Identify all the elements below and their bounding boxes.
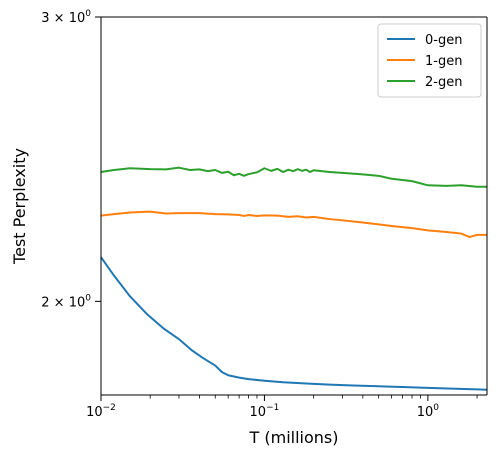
y-tick-label: 3 × 100 <box>41 9 91 26</box>
y-axis-title: Test Perplexity <box>10 148 29 265</box>
x-tick-label: 100 <box>417 403 440 420</box>
axes <box>100 16 488 396</box>
series-line-2-gen <box>100 166 487 188</box>
x-tick-label: 10−2 <box>86 403 116 420</box>
legend-box <box>377 23 482 98</box>
plot-lines <box>100 166 488 391</box>
legend-label-0-gen: 0-gen <box>425 33 462 48</box>
y-tick-label: 2 × 100 <box>41 293 91 310</box>
series-line-0-gen <box>100 256 488 391</box>
x-axis-title: T (millions) <box>249 428 339 447</box>
legend-label-2-gen: 2-gen <box>425 75 462 90</box>
legend: 0-gen 1-gen 2-gen <box>377 23 482 98</box>
series-line-1-gen <box>100 210 487 239</box>
ticks: 10−2 10−1 100 2 × 100 3 × 100 <box>41 9 478 420</box>
legend-label-1-gen: 1-gen <box>425 54 462 69</box>
x-tick-label: 10−1 <box>250 403 280 420</box>
